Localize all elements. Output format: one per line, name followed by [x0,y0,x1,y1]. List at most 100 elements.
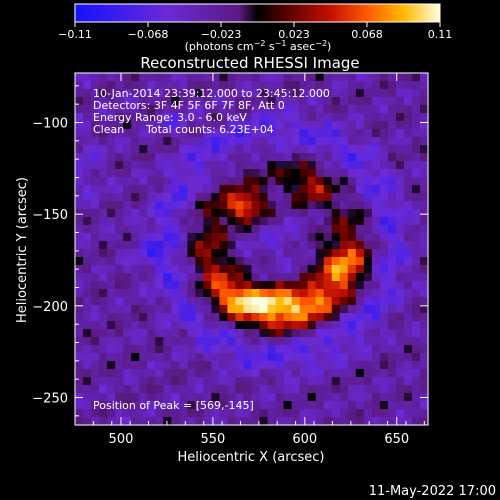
heatmap-cell [91,353,100,362]
heatmap-cell [331,113,341,122]
heatmap-cell [227,129,237,138]
heatmap-cell [227,361,237,370]
heatmap-cell [187,385,196,394]
heatmap-cell [299,81,309,90]
heatmap-cell [195,265,204,274]
heatmap-cell [267,329,277,338]
heatmap-cell [315,321,325,330]
heatmap-cell [395,145,405,154]
heatmap-cell [115,129,124,138]
heatmap-cell [299,329,309,338]
heatmap-cell [163,297,172,306]
heatmap-cell [307,113,317,122]
heatmap-cell [203,345,212,354]
heatmap-cell [307,265,317,274]
heatmap-cell [299,217,309,226]
heatmap-cell [251,393,261,402]
heatmap-cell [307,209,317,218]
heatmap-cell [419,361,429,370]
y-axis-label: Heliocentric Y (arcsec) [15,177,30,323]
heatmap-cell [179,401,188,410]
heatmap-cell [155,233,164,242]
heatmap-cell [91,281,100,290]
heatmap-cell [75,185,84,194]
heatmap-cell [83,201,92,210]
heatmap-cell [219,377,229,386]
heatmap-cell [219,105,229,114]
heatmap-cell [347,241,357,250]
heatmap-cell [395,169,405,178]
heatmap-cell [243,121,253,130]
heatmap-cell [275,281,285,290]
heatmap-cell [355,249,365,258]
heatmap-cell [259,209,269,218]
heatmap-cell [243,345,253,354]
heatmap-cell [147,153,156,162]
heatmap-cell [395,225,405,234]
heatmap-cell [291,313,301,322]
heatmap-cell [243,73,253,82]
heatmap-cell [195,313,204,322]
heatmap-cell [307,81,317,90]
heatmap-cell [91,329,100,338]
heatmap-cell [91,385,100,394]
heatmap-cell [403,233,413,242]
heatmap-cell [75,201,84,210]
heatmap-cell [187,193,196,202]
heatmap-cell [283,233,293,242]
heatmap-cell [371,233,381,242]
heatmap-cell [355,113,365,122]
heatmap-cell [307,337,317,346]
heatmap-cell [139,97,148,106]
heatmap-cell [371,97,381,106]
heatmap-cell [83,73,92,82]
heatmap-cell [379,169,389,178]
heatmap-cell [115,225,124,234]
heatmap-cell [171,257,180,266]
heatmap-cell [411,385,421,394]
heatmap-cell [251,273,261,282]
heatmap-cell [419,193,429,202]
heatmap-cell [131,289,140,298]
heatmap-cell [163,145,172,154]
heatmap-cell [251,377,261,386]
heatmap-cell [299,345,309,354]
heatmap-cell [363,209,373,218]
heatmap-cell [195,241,204,250]
heatmap-cell [339,137,349,146]
heatmap-cell [267,89,277,98]
heatmap-cell [171,273,180,282]
heatmap-cell [115,313,124,322]
heatmap-cell [395,289,405,298]
heatmap-cell [99,281,108,290]
heatmap-cell [291,393,301,402]
heatmap-cell [155,289,164,298]
heatmap-cell [139,409,148,418]
heatmap-cell [139,281,148,290]
heatmap-cell [331,345,341,354]
x-tick-label: 600 [292,432,317,447]
heatmap-cell [371,313,381,322]
heatmap-cell [227,417,237,426]
heatmap-cell [75,257,84,266]
heatmap-cell [75,161,84,170]
heatmap-cell [99,297,108,306]
heatmap-cell [131,217,140,226]
heatmap-cell [387,193,397,202]
heatmap-cell [75,337,84,346]
heatmap-cell [179,97,188,106]
heatmap-cell [371,129,381,138]
heatmap-cell [187,97,196,106]
heatmap-cell [91,257,100,266]
heatmap-cell [123,161,132,170]
heatmap-cell [91,89,100,98]
heatmap-cell [227,313,237,322]
heatmap-cell [171,225,180,234]
heatmap-cell [371,297,381,306]
heatmap-cell [243,361,253,370]
heatmap-cell [259,377,269,386]
heatmap-cell [331,377,341,386]
heatmap-cell [139,89,148,98]
heatmap-cell [179,145,188,154]
heatmap-cell [107,321,116,330]
